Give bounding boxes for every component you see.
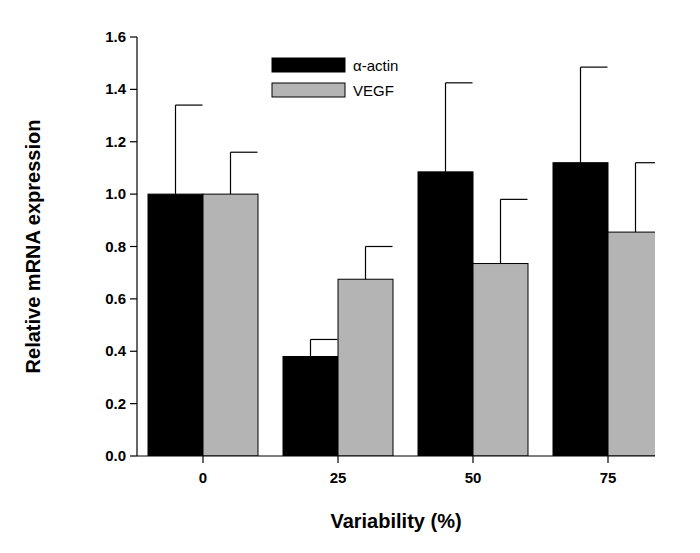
- x-tick-label: 75: [600, 469, 617, 486]
- y-tick-label: 1.0: [105, 185, 126, 202]
- y-tick-label: 0.8: [105, 238, 126, 255]
- y-tick-label: 0.6: [105, 290, 126, 307]
- error-bar: [501, 199, 528, 263]
- error-line: [230, 152, 231, 194]
- y-tick: [130, 246, 137, 247]
- legend: α-actin VEGF: [272, 57, 398, 99]
- error-bar: [311, 339, 338, 356]
- error-cap: [176, 104, 203, 105]
- y-tick: [130, 36, 137, 37]
- y-tick-label: 0.2: [105, 395, 126, 412]
- y-tick: [130, 403, 137, 404]
- x-tick-label: 0: [199, 469, 207, 486]
- x-tick-label: 25: [330, 469, 347, 486]
- error-cap: [581, 67, 608, 68]
- error-cap: [366, 246, 393, 247]
- y-tick: [130, 351, 137, 352]
- error-cap: [501, 199, 528, 200]
- error-bar: [636, 163, 656, 232]
- error-cap: [311, 339, 338, 340]
- x-axis: [137, 455, 655, 456]
- y-tick: [130, 141, 137, 142]
- chart: 0.0 0.2 0.4 0.6 0.8 1.0 1.2 1.4 1.6 0 25 50 75 Variab…: [0, 0, 700, 553]
- bar: [608, 232, 655, 456]
- error-line: [175, 105, 176, 194]
- y-tick-label: 1.2: [105, 133, 126, 150]
- error-bar: [581, 67, 608, 163]
- legend-swatch: [272, 58, 345, 72]
- y-tick-label: 0.4: [105, 342, 127, 359]
- error-line: [365, 247, 366, 280]
- error-cap: [231, 152, 258, 153]
- error-line: [580, 67, 581, 163]
- legend-label: VEGF: [353, 82, 394, 99]
- error-bar: [446, 83, 473, 172]
- error-line: [500, 199, 501, 263]
- y-axis-label: Relative mRNA expression: [22, 120, 44, 374]
- error-bar: [366, 247, 393, 280]
- x-tick: [337, 456, 338, 463]
- y-tick: [130, 194, 137, 195]
- x-tick: [472, 456, 473, 463]
- legend-swatch: [272, 83, 345, 97]
- y-tick: [130, 298, 137, 299]
- x-tick: [202, 456, 203, 463]
- bar: [338, 279, 393, 456]
- y-tick: [130, 89, 137, 90]
- x-axis-label: Variability (%): [330, 510, 461, 532]
- error-bar: [231, 152, 258, 194]
- legend-label: α-actin: [353, 57, 398, 74]
- error-line: [310, 339, 311, 356]
- bar: [473, 264, 528, 456]
- bar: [553, 163, 608, 456]
- y-tick-label: 1.6: [105, 28, 126, 45]
- bar: [148, 194, 203, 456]
- y-tick-label: 0.0: [105, 447, 126, 464]
- error-line: [635, 163, 636, 232]
- bar: [283, 356, 338, 456]
- error-bar: [176, 105, 203, 194]
- plot-area: [148, 67, 655, 456]
- y-tick-label: 1.4: [105, 80, 127, 97]
- y-tick: [130, 455, 137, 456]
- error-cap: [446, 82, 473, 83]
- error-line: [445, 83, 446, 172]
- x-tick: [607, 456, 608, 463]
- error-cap: [636, 162, 656, 163]
- bar: [203, 194, 258, 456]
- bar: [418, 172, 473, 456]
- x-tick-label: 50: [465, 469, 482, 486]
